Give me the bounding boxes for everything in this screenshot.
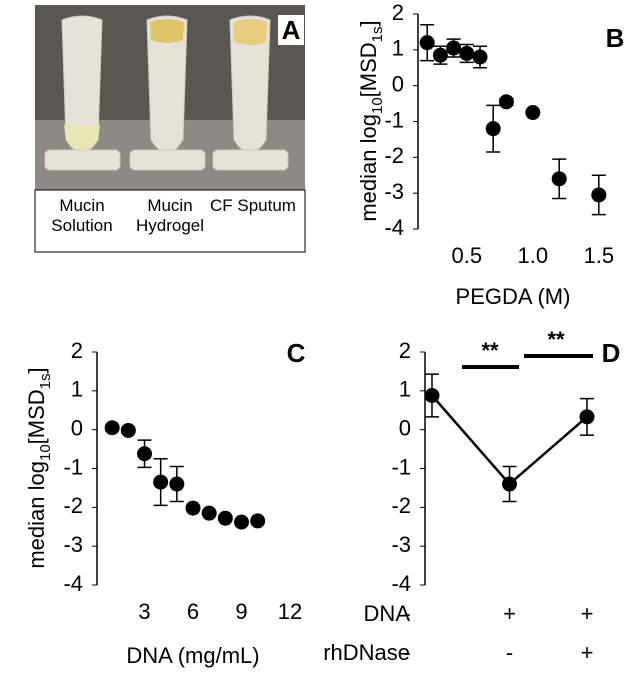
condition-sign: + bbox=[581, 601, 594, 626]
x-tick-label: 1.5 bbox=[584, 243, 615, 268]
significance-label: ** bbox=[481, 338, 499, 363]
liquid bbox=[64, 125, 100, 150]
y-axis-label-part: [MSD bbox=[24, 389, 49, 444]
point bbox=[201, 505, 217, 521]
x-axis-label: PEGDA (M) bbox=[456, 284, 571, 309]
y-axis-label-part: median log bbox=[24, 461, 49, 569]
panel-letter: D bbox=[602, 338, 621, 368]
photo-label: Mucin Hydrogel bbox=[135, 196, 205, 235]
point bbox=[525, 105, 541, 121]
x-tick-label: 3 bbox=[138, 599, 150, 624]
x-tick-label: 9 bbox=[235, 599, 247, 624]
photo-label: CF Sputum bbox=[210, 196, 296, 215]
x-tick-label: 1.0 bbox=[518, 243, 549, 268]
panel-letter: C bbox=[287, 338, 306, 368]
point bbox=[419, 35, 435, 51]
x-tick-label: 12 bbox=[278, 599, 302, 624]
y-axis-label: median log10[MSD1s] bbox=[24, 367, 55, 568]
y-axis-label-part: ] bbox=[356, 20, 381, 26]
point bbox=[459, 45, 475, 61]
point bbox=[120, 422, 136, 438]
panel-letter: B bbox=[606, 23, 625, 53]
y-tick-label: -3 bbox=[63, 532, 83, 557]
condition-sign: + bbox=[581, 640, 594, 665]
point bbox=[169, 476, 185, 492]
y-axis-label-part: 1s bbox=[37, 373, 54, 389]
y-axis-label-part: ] bbox=[24, 367, 49, 373]
photo-label: Mucin Solution bbox=[51, 196, 113, 235]
y-tick-label: 0 bbox=[71, 415, 83, 440]
point bbox=[591, 187, 607, 203]
point bbox=[185, 500, 201, 516]
y-tick-label: -2 bbox=[63, 493, 83, 518]
y-tick-label: -1 bbox=[384, 107, 404, 132]
tubes bbox=[44, 15, 289, 171]
y-tick-label: 1 bbox=[392, 36, 404, 61]
point bbox=[579, 409, 595, 425]
y-tick-label: -4 bbox=[384, 215, 404, 240]
point bbox=[217, 510, 233, 526]
letter-bg bbox=[278, 15, 304, 45]
condition-sign: + bbox=[503, 601, 516, 626]
y-tick-label: -4 bbox=[63, 571, 83, 596]
y-tick-label: -1 bbox=[391, 454, 411, 479]
y-axis-label-part: 1s bbox=[369, 26, 386, 42]
y-axis-label-part: median log bbox=[356, 114, 381, 222]
y-axis-label-part: 10 bbox=[369, 97, 386, 114]
point bbox=[104, 420, 120, 436]
point bbox=[153, 474, 169, 490]
y-tick-label: -2 bbox=[384, 143, 404, 168]
point bbox=[424, 387, 440, 403]
condition-sign: - bbox=[506, 640, 513, 665]
point bbox=[234, 514, 249, 530]
point bbox=[502, 476, 517, 492]
point bbox=[446, 40, 462, 56]
y-tick-label: 2 bbox=[399, 338, 411, 363]
point bbox=[485, 121, 501, 137]
x-tick-label: 6 bbox=[187, 599, 199, 624]
y-tick-label: -3 bbox=[384, 179, 404, 204]
x-tick-label: 0.5 bbox=[452, 243, 483, 268]
y-tick-label: -2 bbox=[391, 493, 411, 518]
y-tick-label: 0 bbox=[392, 71, 404, 96]
condition-label: rhDNase bbox=[323, 640, 410, 665]
condition-label: DNA bbox=[364, 601, 411, 626]
x-axis-label: DNA (mg/mL) bbox=[126, 643, 259, 668]
y-tick-label: -1 bbox=[63, 454, 83, 479]
condition-sign: - bbox=[403, 601, 410, 626]
point bbox=[250, 513, 266, 529]
y-axis-label-part: 10 bbox=[37, 444, 54, 461]
gel bbox=[150, 19, 184, 43]
y-tick-label: -4 bbox=[391, 571, 411, 596]
point bbox=[472, 49, 488, 65]
significance-label: ** bbox=[547, 327, 565, 352]
y-tick-label: 1 bbox=[71, 377, 83, 402]
y-axis-label-part: [MSD bbox=[356, 42, 381, 97]
y-tick-label: 2 bbox=[392, 0, 404, 25]
point bbox=[498, 94, 514, 110]
point bbox=[137, 446, 152, 462]
y-tick-label: 2 bbox=[71, 338, 83, 363]
point bbox=[432, 47, 448, 63]
gel bbox=[233, 19, 267, 45]
point bbox=[551, 171, 567, 187]
y-tick-label: -3 bbox=[391, 532, 411, 557]
panel-letter: A bbox=[282, 15, 301, 45]
y-tick-label: 0 bbox=[399, 415, 411, 440]
condition-sign: - bbox=[403, 640, 410, 665]
y-axis-label: median log10[MSD1s] bbox=[356, 20, 387, 221]
y-tick-label: 1 bbox=[399, 377, 411, 402]
label-box bbox=[34, 189, 306, 253]
